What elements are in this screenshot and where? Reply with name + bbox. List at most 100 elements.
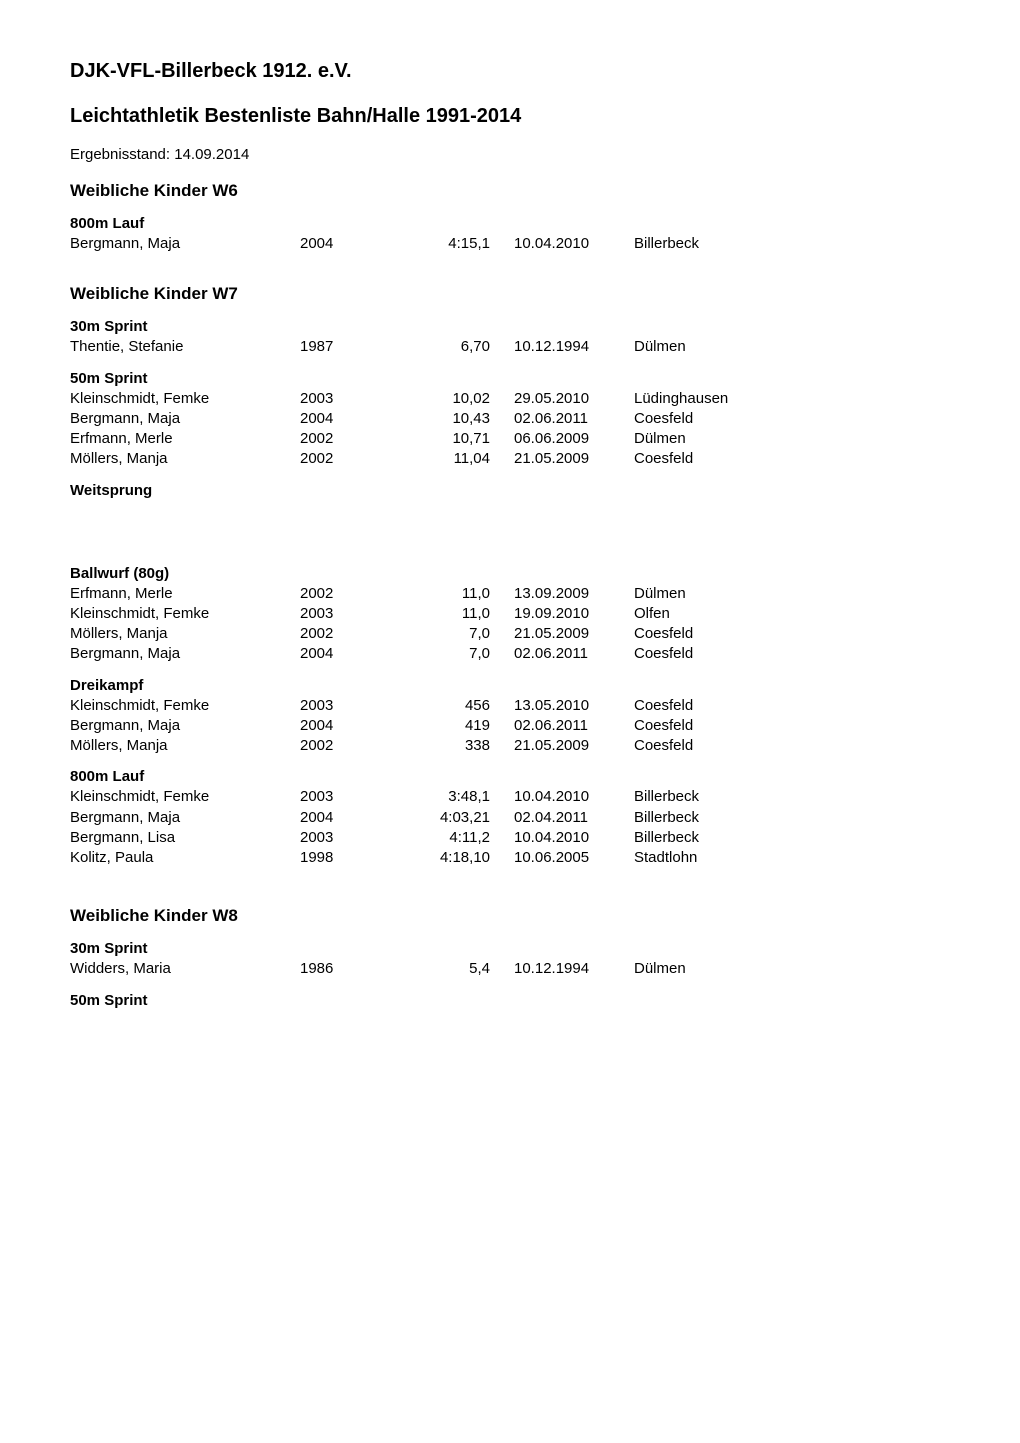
- event-block: 30m Sprint Widders, Maria 1986 5,4 10.12…: [70, 940, 950, 979]
- value: 10,71: [400, 429, 514, 449]
- year: 2004: [300, 716, 400, 736]
- value: 4:03,21: [400, 808, 514, 828]
- athlete-name: Kleinschmidt, Femke: [70, 604, 300, 624]
- place: Coesfeld: [634, 644, 950, 664]
- event-title: 50m Sprint: [70, 992, 950, 1009]
- result-row: Bergmann, Lisa 2003 4:11,2 10.04.2010 Bi…: [70, 828, 950, 848]
- place: Coesfeld: [634, 409, 950, 429]
- value: 456: [400, 696, 514, 716]
- date: 13.09.2009: [514, 584, 634, 604]
- date: 21.05.2009: [514, 624, 634, 644]
- year: 1987: [300, 337, 400, 357]
- event-block: 50m Sprint: [70, 992, 950, 1009]
- athlete-name: Kolitz, Paula: [70, 848, 300, 868]
- date: 02.06.2011: [514, 716, 634, 736]
- place: Coesfeld: [634, 716, 950, 736]
- date: 21.05.2009: [514, 736, 634, 756]
- place: Dülmen: [634, 337, 950, 357]
- event-block: 800m Lauf Kleinschmidt, Femke 2003 3:48,…: [70, 768, 950, 868]
- date: 29.05.2010: [514, 389, 634, 409]
- value: 10,43: [400, 409, 514, 429]
- date: 10.06.2005: [514, 848, 634, 868]
- value: 11,0: [400, 604, 514, 624]
- place: Billerbeck: [634, 787, 950, 807]
- year: 2004: [300, 808, 400, 828]
- date: 02.04.2011: [514, 808, 634, 828]
- year: 2002: [300, 624, 400, 644]
- date: 10.12.1994: [514, 337, 634, 357]
- date: 10.12.1994: [514, 959, 634, 979]
- place: Billerbeck: [634, 234, 950, 254]
- date: 10.04.2010: [514, 787, 634, 807]
- result-row: Widders, Maria 1986 5,4 10.12.1994 Dülme…: [70, 959, 950, 979]
- result-row: Erfmann, Merle 2002 10,71 06.06.2009 Dül…: [70, 429, 950, 449]
- result-row: Möllers, Manja 2002 11,04 21.05.2009 Coe…: [70, 449, 950, 469]
- date: 19.09.2010: [514, 604, 634, 624]
- date: 02.06.2011: [514, 644, 634, 664]
- result-row: Kleinschmidt, Femke 2003 456 13.05.2010 …: [70, 696, 950, 716]
- athlete-name: Kleinschmidt, Femke: [70, 696, 300, 716]
- value: 3:48,1: [400, 787, 514, 807]
- result-row: Kleinschmidt, Femke 2003 11,0 19.09.2010…: [70, 604, 950, 624]
- athlete-name: Erfmann, Merle: [70, 584, 300, 604]
- place: Coesfeld: [634, 736, 950, 756]
- athlete-name: Erfmann, Merle: [70, 429, 300, 449]
- result-row: Bergmann, Maja 2004 4:03,21 02.04.2011 B…: [70, 808, 950, 828]
- year: 2002: [300, 449, 400, 469]
- year: 2003: [300, 604, 400, 624]
- year: 2003: [300, 787, 400, 807]
- section-w8-title: Weibliche Kinder W8: [70, 906, 950, 926]
- value: 4:11,2: [400, 828, 514, 848]
- place: Dülmen: [634, 429, 950, 449]
- value: 11,04: [400, 449, 514, 469]
- event-title: Ballwurf (80g): [70, 565, 950, 582]
- year: 2004: [300, 234, 400, 254]
- year: 2003: [300, 696, 400, 716]
- event-block: Weitsprung: [70, 482, 950, 499]
- athlete-name: Möllers, Manja: [70, 624, 300, 644]
- value: 4:15,1: [400, 234, 514, 254]
- year: 2002: [300, 736, 400, 756]
- year: 1986: [300, 959, 400, 979]
- event-block: Dreikampf Kleinschmidt, Femke 2003 456 1…: [70, 677, 950, 757]
- event-block: 800m Lauf Bergmann, Maja 2004 4:15,1 10.…: [70, 215, 950, 254]
- year: 2003: [300, 828, 400, 848]
- date: 02.06.2011: [514, 409, 634, 429]
- date: 13.05.2010: [514, 696, 634, 716]
- date: 21.05.2009: [514, 449, 634, 469]
- result-row: Bergmann, Maja 2004 7,0 02.06.2011 Coesf…: [70, 644, 950, 664]
- event-block: 30m Sprint Thentie, Stefanie 1987 6,70 1…: [70, 318, 950, 357]
- result-row: Möllers, Manja 2002 338 21.05.2009 Coesf…: [70, 736, 950, 756]
- result-row: Bergmann, Maja 2004 4:15,1 10.04.2010 Bi…: [70, 234, 950, 254]
- place: Billerbeck: [634, 808, 950, 828]
- place: Dülmen: [634, 959, 950, 979]
- athlete-name: Bergmann, Maja: [70, 644, 300, 664]
- place: Olfen: [634, 604, 950, 624]
- result-row: Kolitz, Paula 1998 4:18,10 10.06.2005 St…: [70, 848, 950, 868]
- year: 1998: [300, 848, 400, 868]
- event-title: 50m Sprint: [70, 370, 950, 387]
- value: 4:18,10: [400, 848, 514, 868]
- place: Coesfeld: [634, 449, 950, 469]
- year: 2004: [300, 409, 400, 429]
- athlete-name: Möllers, Manja: [70, 736, 300, 756]
- event-title: Weitsprung: [70, 482, 950, 499]
- sub-title: Leichtathletik Bestenliste Bahn/Halle 19…: [70, 105, 950, 128]
- athlete-name: Widders, Maria: [70, 959, 300, 979]
- place: Coesfeld: [634, 696, 950, 716]
- event-block: 50m Sprint Kleinschmidt, Femke 2003 10,0…: [70, 370, 950, 470]
- athlete-name: Bergmann, Maja: [70, 409, 300, 429]
- place: Lüdinghausen: [634, 389, 950, 409]
- event-title: 30m Sprint: [70, 318, 950, 335]
- result-row: Kleinschmidt, Femke 2003 3:48,1 10.04.20…: [70, 787, 950, 807]
- year: 2004: [300, 644, 400, 664]
- value: 11,0: [400, 584, 514, 604]
- athlete-name: Bergmann, Maja: [70, 716, 300, 736]
- athlete-name: Bergmann, Maja: [70, 808, 300, 828]
- result-row: Bergmann, Maja 2004 419 02.06.2011 Coesf…: [70, 716, 950, 736]
- event-title: 800m Lauf: [70, 215, 950, 232]
- place: Coesfeld: [634, 624, 950, 644]
- event-title: 800m Lauf: [70, 768, 950, 785]
- section-w7-title: Weibliche Kinder W7: [70, 284, 950, 304]
- status-line: Ergebnisstand: 14.09.2014: [70, 146, 950, 163]
